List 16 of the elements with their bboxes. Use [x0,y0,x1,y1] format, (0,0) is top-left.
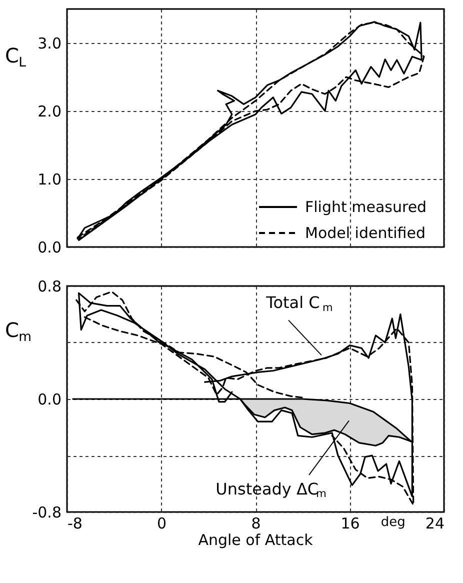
y-tick-label: 1.0 [38,170,62,188]
y-tick-label: 0.0 [38,238,62,256]
text: deg [380,515,406,530]
y-tick-label: 0.0 [38,390,62,408]
x-tick-label: 24 [425,514,444,532]
x-tick-label: 16 [340,514,360,532]
legend-label: Model identified [305,224,426,242]
y-tick-label: 0.8 [38,278,62,296]
x-tick-label: 0 [156,514,167,532]
y-tick-label: -0.8 [32,504,62,522]
x-tick-label: -8 [68,514,82,532]
legend-label: Flight measured [305,198,427,216]
y-tick-label: 2.0 [38,102,62,120]
x-tick-label: 8 [251,514,261,532]
x-axis-title: Angle of Attack [198,531,314,549]
y-tick-label: 3.0 [38,34,62,52]
